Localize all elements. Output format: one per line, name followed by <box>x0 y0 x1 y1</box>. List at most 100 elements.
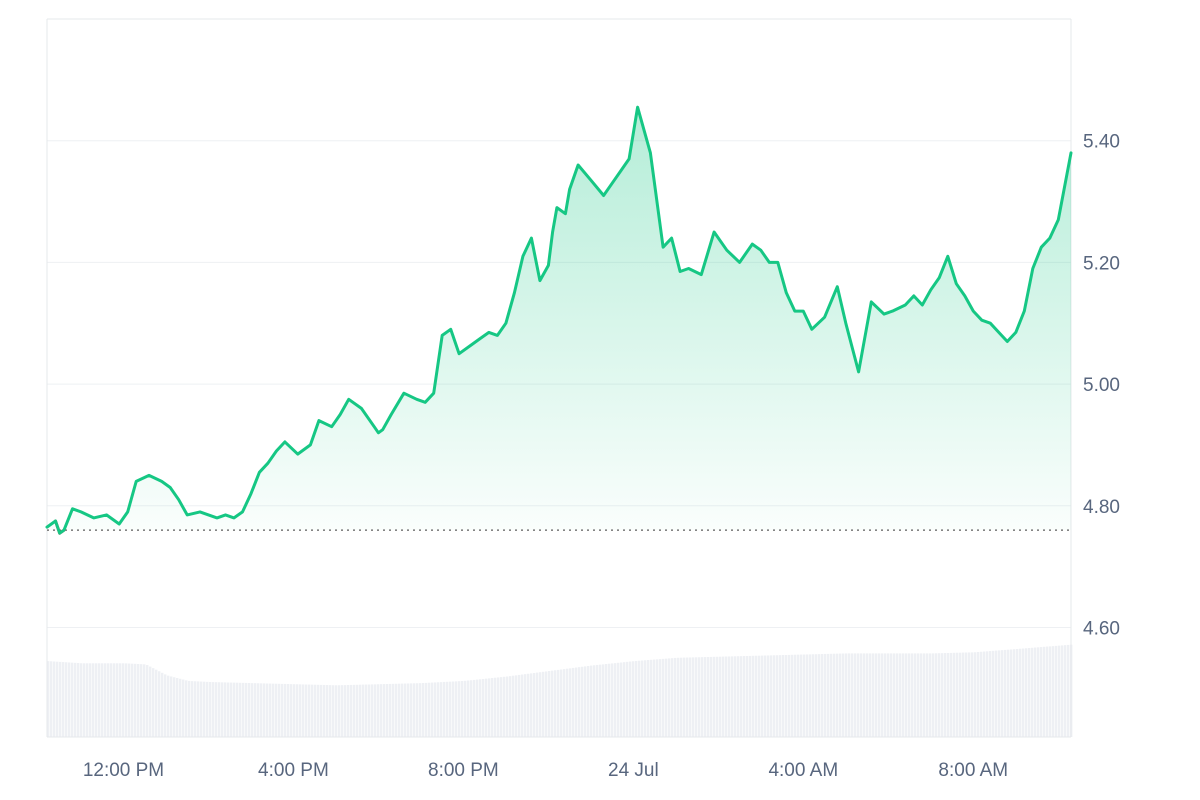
volume-bar <box>941 653 944 737</box>
volume-bar <box>119 663 122 737</box>
volume-bar <box>572 667 575 737</box>
volume-bar <box>656 659 659 737</box>
volume-bar <box>1052 646 1055 737</box>
volume-bar <box>386 684 389 737</box>
price-area-fill <box>47 107 1071 534</box>
volume-bar <box>647 660 650 737</box>
volume-bar <box>221 682 224 737</box>
volume-bar <box>1046 646 1049 737</box>
volume-bar <box>833 653 836 737</box>
volume-bar <box>701 657 704 737</box>
volume-bar <box>479 679 482 737</box>
volume-bar <box>1022 648 1025 737</box>
volume-bar <box>107 663 110 737</box>
volume-bar <box>890 653 893 737</box>
volume-bar <box>722 656 725 737</box>
volume-bar <box>839 653 842 737</box>
volume-bar <box>869 653 872 737</box>
volume-bar <box>233 682 236 737</box>
volume-bar <box>1031 647 1034 737</box>
volume-bar <box>59 661 62 737</box>
volume-bar <box>863 653 866 737</box>
volume-bar <box>590 665 593 737</box>
volume-bar <box>68 662 71 737</box>
volume-bar <box>611 663 614 737</box>
volume-bar <box>959 652 962 737</box>
volume-bar <box>92 663 95 737</box>
volume-bar <box>557 669 560 737</box>
y-tick-label: 5.00 <box>1083 375 1120 396</box>
volume-bar <box>452 681 455 737</box>
volume-bar <box>287 684 290 737</box>
volume-bar <box>848 653 851 737</box>
volume-bar <box>815 654 818 737</box>
volume-bar <box>440 682 443 737</box>
volume-bar <box>314 684 317 737</box>
volume-bar <box>365 684 368 737</box>
volume-bar <box>437 682 440 737</box>
volume-bar <box>299 684 302 737</box>
volume-bar <box>239 682 242 737</box>
volume-bar <box>125 663 128 737</box>
volume-bar <box>410 683 413 737</box>
volume-bar <box>110 663 113 737</box>
volume-bar <box>911 653 914 737</box>
volume-bar <box>1061 645 1064 737</box>
volume-bar <box>539 672 542 737</box>
volume-bar <box>794 654 797 737</box>
volume-bar <box>443 681 446 737</box>
volume-bar <box>275 683 278 737</box>
volume-bar <box>662 658 665 737</box>
volume-bar <box>758 655 761 737</box>
volume-bar <box>146 665 149 737</box>
volume-bar <box>191 681 194 737</box>
volume-bar <box>248 683 251 737</box>
volume-bar <box>47 661 50 737</box>
volume-bar <box>983 651 986 737</box>
volume-bars <box>47 644 1073 737</box>
volume-bar <box>182 679 185 737</box>
volume-bar <box>350 684 353 737</box>
volume-bar <box>581 666 584 737</box>
volume-bar <box>89 663 92 737</box>
x-tick-label: 8:00 AM <box>938 760 1008 781</box>
volume-bar <box>767 655 770 737</box>
volume-bar <box>266 683 269 737</box>
volume-bar <box>329 685 332 737</box>
volume-bar <box>830 653 833 737</box>
volume-bar <box>293 684 296 737</box>
volume-bar <box>623 662 626 737</box>
price-line <box>45 105 1073 535</box>
volume-bar <box>332 685 335 737</box>
volume-bar <box>62 662 65 737</box>
volume-bar <box>677 657 680 737</box>
volume-bar <box>464 680 467 737</box>
volume-bar <box>935 653 938 737</box>
volume-bar <box>263 683 266 737</box>
volume-bar <box>785 654 788 737</box>
volume-bar <box>641 660 644 737</box>
volume-bar <box>1040 647 1043 737</box>
volume-bar <box>422 683 425 737</box>
volume-bar <box>194 681 197 737</box>
volume-bar <box>893 653 896 737</box>
volume-bar <box>170 676 173 737</box>
x-axis-labels: 12:00 PM 4:00 PM 8:00 PM 24 Jul 4:00 AM 8:00 … <box>83 760 1008 781</box>
volume-bar <box>122 663 125 737</box>
volume-bar <box>614 663 617 737</box>
volume-bar <box>746 655 749 737</box>
volume-bar <box>173 677 176 737</box>
volume-bar <box>536 672 539 737</box>
volume-bar <box>431 682 434 737</box>
volume-bar <box>818 654 821 737</box>
volume-bar <box>1064 645 1067 737</box>
volume-bar <box>986 651 989 737</box>
volume-bar <box>467 680 470 737</box>
volume-bar <box>1049 646 1052 737</box>
volume-bar <box>851 653 854 737</box>
y-tick-label: 4.80 <box>1083 497 1120 518</box>
volume-bar <box>1007 649 1010 737</box>
volume-bar <box>227 682 230 737</box>
volume-bar <box>395 683 398 737</box>
